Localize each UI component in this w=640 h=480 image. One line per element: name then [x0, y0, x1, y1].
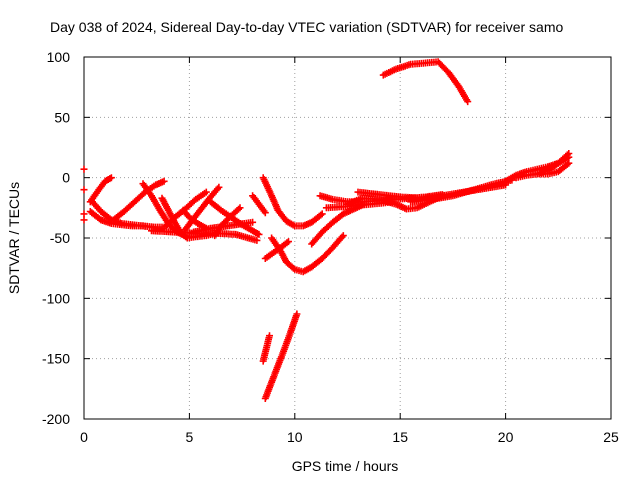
y-tick-label: -200 — [42, 411, 70, 427]
data-points — [259, 174, 326, 230]
y-tick-label: 0 — [62, 170, 70, 186]
y-tick-label: -150 — [42, 351, 70, 367]
series-track-25 — [259, 332, 273, 365]
series-track-18 — [308, 200, 368, 248]
series-track-23 — [407, 176, 516, 206]
y-tick-label: 50 — [54, 109, 70, 125]
data-points — [80, 210, 88, 218]
axis-ticks — [83, 56, 612, 420]
series-track-4 — [110, 177, 168, 224]
y-tick-labels: -200 -150 -100 -50 0 50 100 — [42, 49, 70, 427]
series-track-14 — [249, 192, 269, 217]
chart-title: Day 038 of 2024, Sidereal Day-to-day VTE… — [50, 19, 563, 35]
data-series — [80, 58, 573, 402]
y-tick-label: 100 — [47, 49, 71, 65]
data-points — [308, 200, 368, 248]
series-track-17 — [268, 232, 347, 276]
data-points — [80, 186, 88, 194]
data-points — [249, 192, 269, 217]
x-tick-label: 5 — [186, 429, 194, 445]
series-track-15 — [259, 174, 326, 230]
x-tick-label: 10 — [287, 429, 303, 445]
series-track-31 — [80, 186, 88, 194]
x-tick-label: 25 — [603, 429, 619, 445]
data-points — [190, 218, 257, 236]
data-points — [268, 232, 347, 276]
data-points — [110, 177, 168, 224]
data-points — [80, 165, 88, 173]
series-track-2 — [86, 174, 115, 206]
data-points — [533, 150, 573, 178]
series-track-33 — [80, 216, 88, 224]
x-axis-label: GPS time / hours — [292, 458, 399, 474]
data-points — [80, 216, 88, 224]
series-track-30 — [80, 165, 88, 173]
x-tick-label: 20 — [498, 429, 514, 445]
data-points — [407, 176, 516, 206]
data-points — [261, 310, 301, 402]
x-tick-label: 15 — [392, 429, 408, 445]
y-axis-label: SDTVAR / TECUs — [6, 182, 22, 294]
series-track-24 — [379, 58, 472, 106]
series-track-29 — [533, 150, 573, 178]
series-track-13 — [190, 218, 257, 236]
series-track-26 — [261, 310, 301, 402]
series-track-32 — [80, 210, 88, 218]
plot-frame — [83, 56, 612, 420]
y-tick-label: -50 — [50, 230, 70, 246]
data-points — [86, 174, 115, 206]
x-tick-label: 0 — [80, 429, 88, 445]
data-points — [379, 58, 472, 106]
y-tick-label: -100 — [42, 290, 70, 306]
grid — [84, 57, 611, 419]
data-points — [259, 332, 273, 365]
x-tick-labels: 0 5 10 15 20 25 — [80, 429, 619, 445]
